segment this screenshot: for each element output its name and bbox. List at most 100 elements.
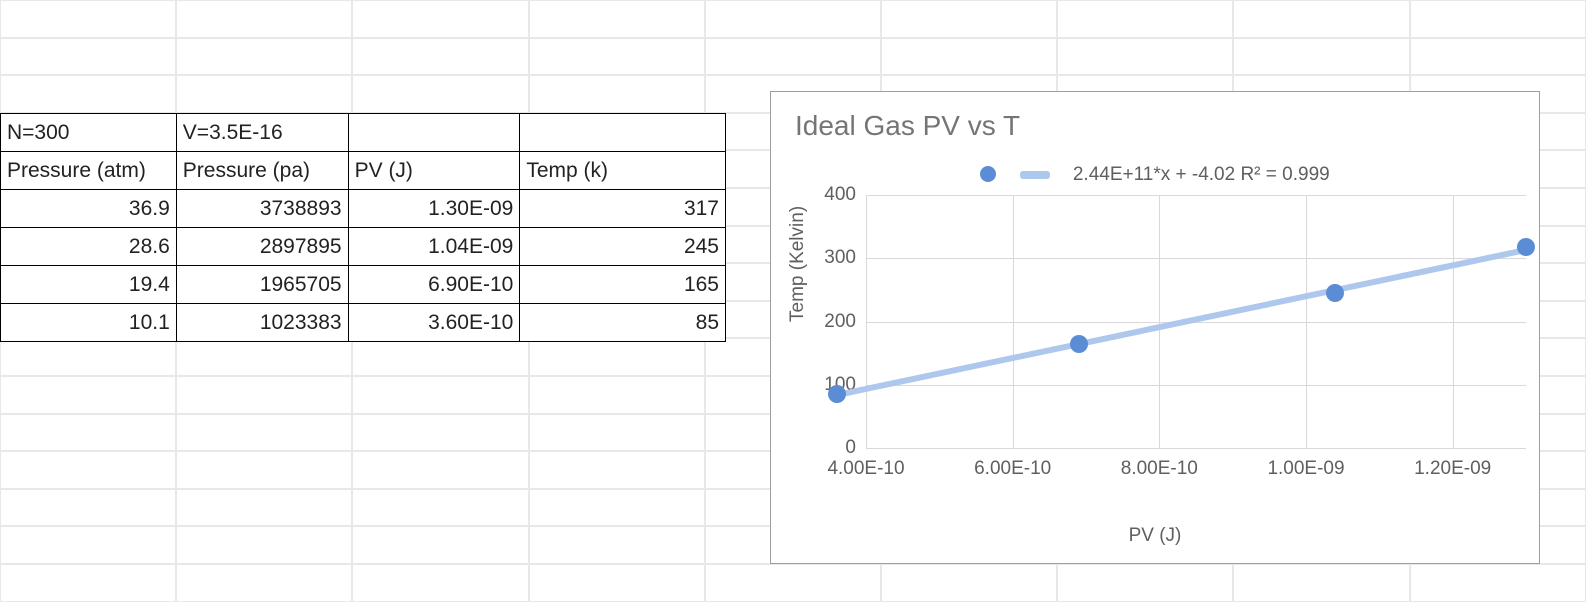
table-column-header[interactable]: Temp (k) xyxy=(520,152,726,190)
table-cell[interactable]: 85 xyxy=(520,304,726,342)
data-table[interactable]: N=300 V=3.5E-16 Pressure (atm)Pressure (… xyxy=(0,113,726,342)
grid-cell[interactable] xyxy=(0,75,176,113)
grid-cell[interactable] xyxy=(705,38,881,76)
table-cell[interactable]: 1965705 xyxy=(176,266,348,304)
grid-cell[interactable] xyxy=(176,38,352,76)
grid-cell[interactable] xyxy=(352,451,528,489)
meta-n-cell[interactable]: N=300 xyxy=(1,114,177,152)
grid-cell[interactable] xyxy=(1057,38,1233,76)
table-cell[interactable]: 3.60E-10 xyxy=(348,304,520,342)
grid-cell[interactable] xyxy=(352,75,528,113)
grid-cell[interactable] xyxy=(0,414,176,452)
grid-cell[interactable] xyxy=(176,414,352,452)
grid-cell[interactable] xyxy=(0,451,176,489)
grid-cell[interactable] xyxy=(529,526,705,564)
grid-cell[interactable] xyxy=(529,489,705,527)
table-row[interactable]: 28.628978951.04E-09245 xyxy=(1,228,726,266)
grid-cell[interactable] xyxy=(529,0,705,38)
grid-cell[interactable] xyxy=(529,75,705,113)
table-header-row: Pressure (atm)Pressure (pa)PV (J)Temp (k… xyxy=(1,152,726,190)
grid-cell[interactable] xyxy=(0,526,176,564)
chart-ytick-label: 0 xyxy=(845,437,856,459)
grid-cell[interactable] xyxy=(881,564,1057,602)
grid-cell[interactable] xyxy=(529,38,705,76)
grid-cell[interactable] xyxy=(881,0,1057,38)
grid-cell[interactable] xyxy=(529,376,705,414)
table-cell[interactable]: 6.90E-10 xyxy=(348,266,520,304)
grid-cell[interactable] xyxy=(1233,564,1409,602)
chart-ytick-label: 400 xyxy=(824,184,856,206)
grid-cell[interactable] xyxy=(352,38,528,76)
grid-cell[interactable] xyxy=(352,414,528,452)
table-cell[interactable]: 19.4 xyxy=(1,266,177,304)
table-row[interactable]: 10.110233833.60E-1085 xyxy=(1,304,726,342)
grid-cell[interactable] xyxy=(176,451,352,489)
chart-gridline xyxy=(866,195,1526,196)
grid-cell[interactable] xyxy=(1233,0,1409,38)
table-cell[interactable]: 317 xyxy=(520,190,726,228)
grid-cell[interactable] xyxy=(176,376,352,414)
grid-cell[interactable] xyxy=(529,564,705,602)
grid-cell[interactable] xyxy=(352,338,528,376)
meta-v-cell[interactable]: V=3.5E-16 xyxy=(176,114,348,152)
table-row[interactable]: 36.937388931.30E-09317 xyxy=(1,190,726,228)
grid-cell[interactable] xyxy=(176,526,352,564)
grid-cell[interactable] xyxy=(0,564,176,602)
table-cell[interactable]: 3738893 xyxy=(176,190,348,228)
chart-ytick-label: 200 xyxy=(824,311,856,333)
grid-cell[interactable] xyxy=(529,338,705,376)
meta-empty-cell[interactable] xyxy=(520,114,726,152)
meta-empty-cell[interactable] xyxy=(348,114,520,152)
grid-cell[interactable] xyxy=(176,564,352,602)
table-cell[interactable]: 10.1 xyxy=(1,304,177,342)
grid-cell[interactable] xyxy=(1410,0,1586,38)
grid-cell[interactable] xyxy=(881,38,1057,76)
grid-cell[interactable] xyxy=(0,338,176,376)
chart-data-point xyxy=(828,385,846,403)
table-column-header[interactable]: Pressure (atm) xyxy=(1,152,177,190)
chart-gridline xyxy=(866,385,1526,386)
chart-gridline xyxy=(1159,195,1160,448)
grid-cell[interactable] xyxy=(352,526,528,564)
table-cell[interactable]: 1.04E-09 xyxy=(348,228,520,266)
grid-cell[interactable] xyxy=(176,75,352,113)
grid-cell[interactable] xyxy=(0,0,176,38)
table-column-header[interactable]: Pressure (pa) xyxy=(176,152,348,190)
table-cell[interactable]: 2897895 xyxy=(176,228,348,266)
grid-cell[interactable] xyxy=(1410,564,1586,602)
grid-cell[interactable] xyxy=(176,0,352,38)
legend-line-icon xyxy=(1020,171,1050,179)
grid-cell[interactable] xyxy=(529,451,705,489)
grid-cell[interactable] xyxy=(0,376,176,414)
grid-cell[interactable] xyxy=(529,414,705,452)
chart-xtick-label: 4.00E-10 xyxy=(827,458,904,480)
table-cell[interactable]: 165 xyxy=(520,266,726,304)
table-meta-row: N=300 V=3.5E-16 xyxy=(1,114,726,152)
grid-cell[interactable] xyxy=(1057,0,1233,38)
table-cell[interactable]: 1023383 xyxy=(176,304,348,342)
grid-cell[interactable] xyxy=(176,489,352,527)
grid-cell[interactable] xyxy=(176,338,352,376)
chart-container[interactable]: Ideal Gas PV vs T 2.44E+11*x + -4.02 R² … xyxy=(770,91,1540,564)
grid-cell[interactable] xyxy=(352,489,528,527)
chart-plot-area: 01002003004004.00E-106.00E-108.00E-101.0… xyxy=(866,195,1526,448)
grid-cell[interactable] xyxy=(0,489,176,527)
table-column-header[interactable]: PV (J) xyxy=(348,152,520,190)
chart-ytick-label: 300 xyxy=(824,247,856,269)
grid-cell[interactable] xyxy=(705,0,881,38)
chart-gridline xyxy=(1013,195,1014,448)
grid-cell[interactable] xyxy=(1057,564,1233,602)
table-cell[interactable]: 36.9 xyxy=(1,190,177,228)
chart-data-point xyxy=(1070,335,1088,353)
grid-cell[interactable] xyxy=(705,564,881,602)
table-row[interactable]: 19.419657056.90E-10165 xyxy=(1,266,726,304)
table-cell[interactable]: 245 xyxy=(520,228,726,266)
grid-cell[interactable] xyxy=(1233,38,1409,76)
grid-cell[interactable] xyxy=(0,38,176,76)
grid-cell[interactable] xyxy=(352,564,528,602)
table-cell[interactable]: 1.30E-09 xyxy=(348,190,520,228)
grid-cell[interactable] xyxy=(352,0,528,38)
table-cell[interactable]: 28.6 xyxy=(1,228,177,266)
grid-cell[interactable] xyxy=(1410,38,1586,76)
grid-cell[interactable] xyxy=(352,376,528,414)
